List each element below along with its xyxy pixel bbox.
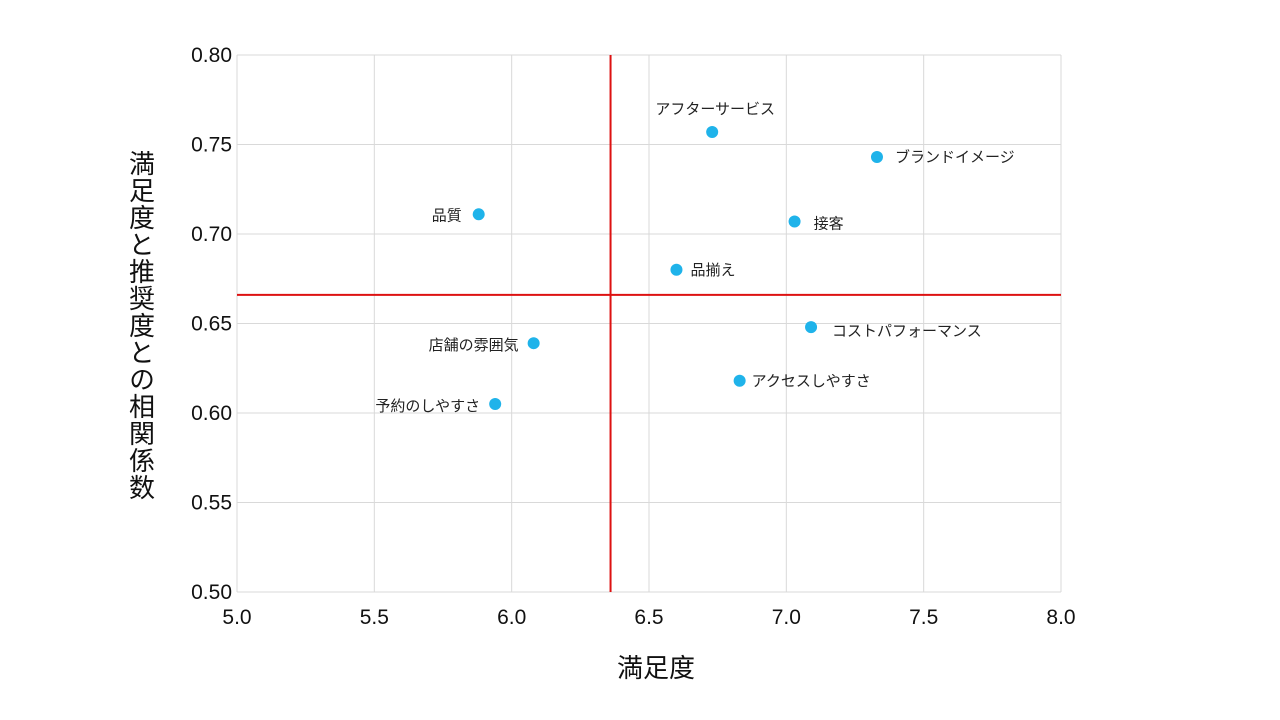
reference-lines [237,55,1061,592]
point-label: アフターサービス [655,100,775,118]
y-tick-labels: 0.80 0.75 0.70 0.65 0.60 0.55 0.50 [191,44,232,604]
data-point [489,398,502,411]
point-label: アクセスしやすさ [752,372,871,390]
x-tick-label: 6.0 [497,606,526,629]
y-tick-label: 0.75 [191,134,232,157]
x-tick-label: 5.0 [222,606,251,629]
point-label: コストパフォーマンス [832,322,982,340]
x-tick-label: 7.5 [909,606,938,629]
point-label: 予約のしやすさ [375,397,480,415]
data-point [670,263,683,276]
data-point [472,208,485,221]
data-point [788,215,801,228]
point-label: 店舗の雰囲気 [429,336,519,354]
data-point [527,337,540,350]
data-point [733,374,746,387]
x-tick-label: 8.0 [1046,606,1075,629]
x-tick-labels: 5.0 5.5 6.0 6.5 7.0 7.5 8.0 [222,606,1075,629]
x-tick-label: 7.0 [772,606,801,629]
y-tick-label: 0.65 [191,313,232,336]
y-tick-label: 0.70 [191,223,232,246]
y-axis-title: 満足度と推奨度との相関係数 [124,150,155,501]
x-axis-title: 満足度 [616,654,695,684]
point-label: 品質 [432,206,462,224]
y-tick-label: 0.55 [191,492,232,515]
data-point [706,125,719,138]
y-tick-label: 0.50 [191,581,232,604]
y-axis-title-container: 満足度と推奨度との相関係数 [122,150,158,510]
point-label: 接客 [814,214,844,232]
point-label: 品揃え [690,261,735,279]
x-tick-label: 6.5 [634,606,663,629]
data-point [870,151,883,164]
grid [236,54,1062,593]
x-tick-label: 5.5 [360,606,389,629]
y-tick-label: 0.80 [191,44,232,67]
data-point [805,321,818,334]
data-points [472,125,883,411]
y-tick-label: 0.60 [191,402,232,425]
point-label: ブランドイメージ [895,148,1015,166]
